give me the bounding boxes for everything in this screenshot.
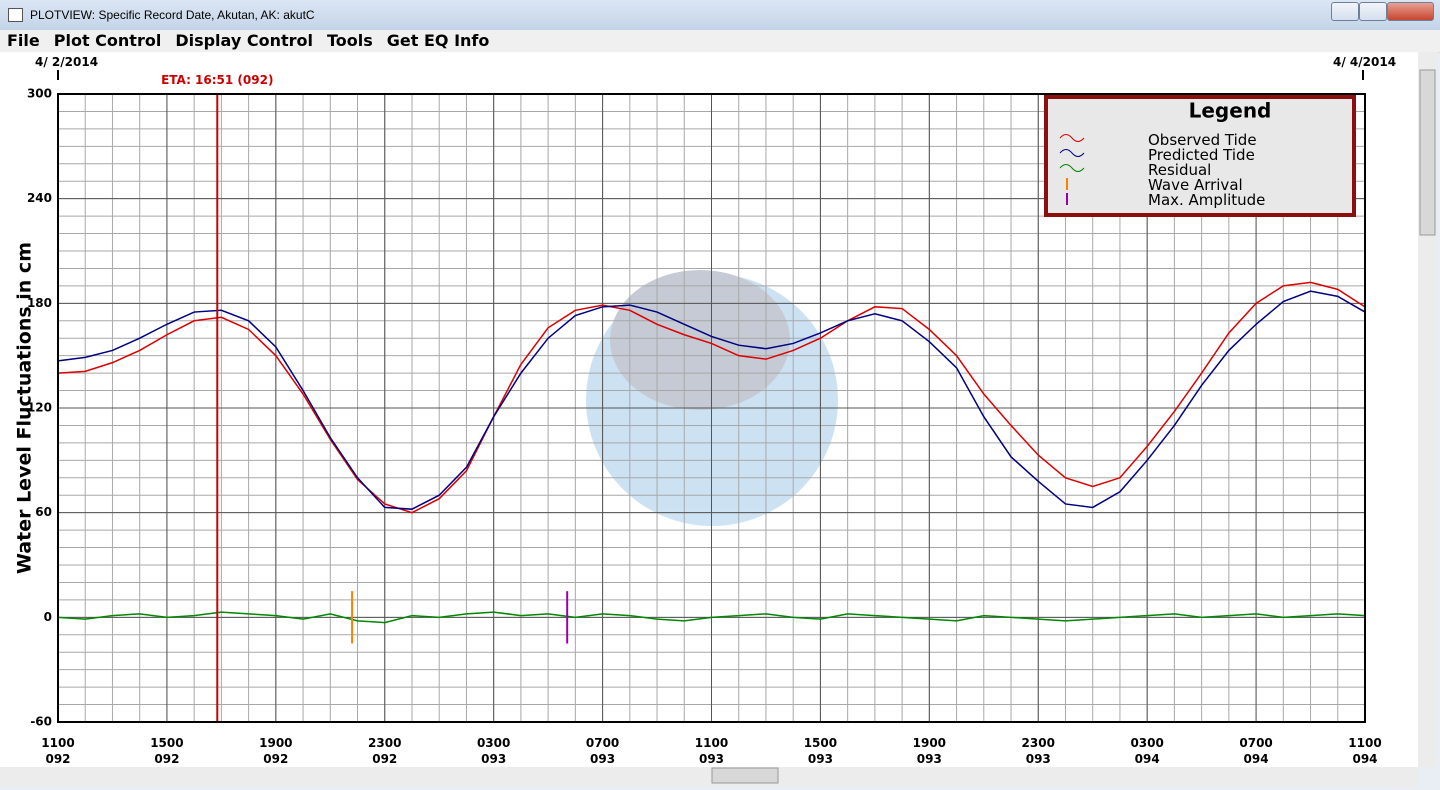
- x-tick-label: 2300: [1022, 736, 1055, 750]
- series-line: [57, 290, 1366, 510]
- y-tick-label: 60: [35, 505, 52, 519]
- legend-swatch: [1059, 149, 1085, 157]
- x-tick-label: 2300: [368, 736, 401, 750]
- eta-label: ETA: 16:51 (092): [161, 73, 273, 87]
- menu-item[interactable]: Tools: [326, 31, 373, 50]
- x-tick-sublabel: 093: [917, 752, 942, 766]
- x-tick-label: 1500: [150, 736, 183, 750]
- x-tick-label: 1100: [1348, 736, 1381, 750]
- x-tick-label: 1500: [804, 736, 837, 750]
- y-tick-label: 0: [44, 610, 52, 624]
- x-tick-sublabel: 094: [1135, 752, 1160, 766]
- x-tick-label: 1100: [695, 736, 728, 750]
- legend-label: Observed Tide: [1148, 131, 1257, 149]
- plot-frame: [57, 93, 1366, 723]
- x-tick-label: 0700: [586, 736, 619, 750]
- menu-item[interactable]: Display Control: [175, 31, 313, 50]
- legend-label: Max. Amplitude: [1148, 191, 1265, 209]
- series-line: [57, 281, 1366, 514]
- legend-title: Legend: [1189, 99, 1272, 123]
- legend-label: Predicted Tide: [1148, 146, 1255, 164]
- y-tick-label: 240: [27, 191, 52, 205]
- x-tick-label: 0300: [1130, 736, 1163, 750]
- series-line: [57, 611, 1366, 624]
- menu-item[interactable]: Plot Control: [53, 31, 162, 50]
- legend-box: [1044, 95, 1356, 217]
- chart: Water Level Fluctuations in cm 4/ 2/2014…: [0, 52, 1438, 787]
- legend-swatch: [1059, 134, 1085, 142]
- y-tick-label: 300: [27, 87, 52, 101]
- x-tick-sublabel: 094: [1244, 752, 1269, 766]
- x-tick-label: 1900: [913, 736, 946, 750]
- y-tick-label: 180: [27, 296, 52, 310]
- window-title: PLOTVIEW: Specific Record Date, Akutan, …: [30, 8, 315, 22]
- x-tick-sublabel: 092: [45, 752, 70, 766]
- menu-item[interactable]: Get EQ Info: [386, 31, 490, 50]
- x-tick-sublabel: 092: [372, 752, 397, 766]
- end-date-label: 4/ 4/2014: [1333, 55, 1396, 69]
- menu-item[interactable]: File: [7, 31, 40, 50]
- x-tick-label: 0700: [1239, 736, 1272, 750]
- x-tick-sublabel: 093: [1026, 752, 1051, 766]
- title-bar: PLOTVIEW: Specific Record Date, Akutan, …: [0, 0, 1440, 30]
- x-tick-sublabel: 094: [1352, 752, 1377, 766]
- close-button[interactable]: [1387, 2, 1434, 21]
- x-tick-sublabel: 093: [808, 752, 833, 766]
- x-tick-sublabel: 093: [481, 752, 506, 766]
- x-tick-label: 1900: [259, 736, 292, 750]
- scroll-thumb[interactable]: [1419, 69, 1436, 236]
- minimize-button[interactable]: [1331, 2, 1359, 21]
- legend-swatch: [1059, 164, 1085, 172]
- x-tick-sublabel: 092: [154, 752, 179, 766]
- app-icon: [8, 8, 23, 22]
- scroll-thumb[interactable]: [711, 767, 779, 784]
- menu-bar: File Plot Control Display Control Tools Get …: [0, 30, 1440, 53]
- maximize-button[interactable]: [1359, 2, 1387, 21]
- legend-label: Wave Arrival: [1148, 176, 1243, 194]
- x-tick-sublabel: 092: [263, 752, 288, 766]
- x-tick-label: 0300: [477, 736, 510, 750]
- start-date-label: 4/ 2/2014: [35, 55, 98, 69]
- y-tick-label: -60: [30, 715, 52, 729]
- horizontal-scrollbar[interactable]: [0, 767, 1418, 787]
- x-tick-sublabel: 093: [699, 752, 724, 766]
- x-tick-sublabel: 093: [590, 752, 615, 766]
- legend-label: Residual: [1148, 161, 1211, 179]
- x-tick-label: 1100: [41, 736, 74, 750]
- y-tick-label: 120: [27, 401, 52, 415]
- y-axis-label: Water Level Fluctuations in cm: [14, 242, 36, 574]
